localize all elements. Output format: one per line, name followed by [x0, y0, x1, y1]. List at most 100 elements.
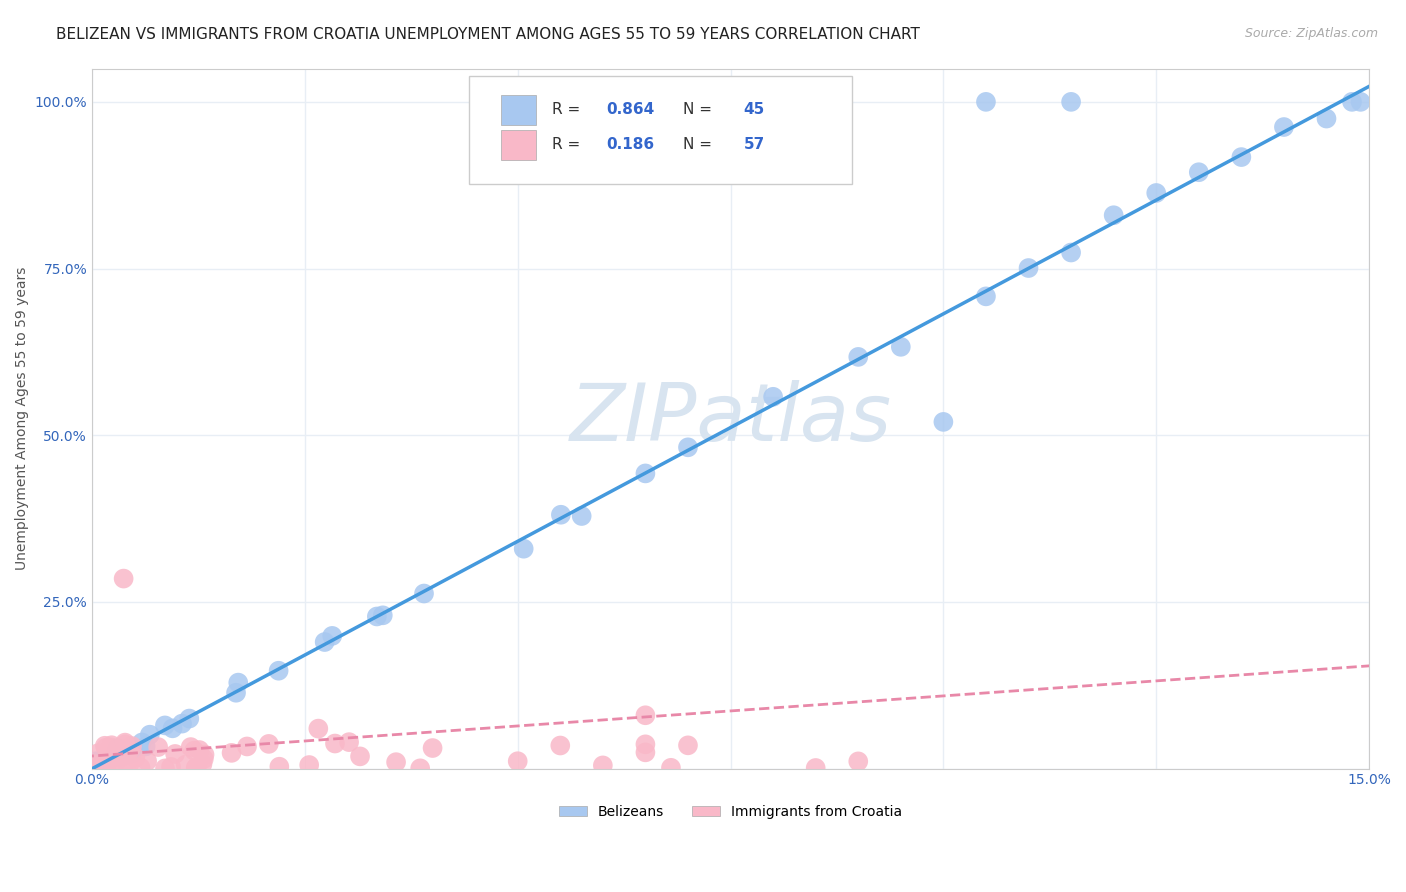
Text: R =: R =: [551, 137, 585, 153]
Point: [139, 728, 162, 742]
Point: [115, 754, 138, 768]
Point: [122, 740, 145, 755]
Y-axis label: Unemployment Among Ages 55 to 59 years: Unemployment Among Ages 55 to 59 years: [15, 267, 30, 570]
Point: [94, 739, 117, 753]
Point: [385, 755, 408, 769]
Point: [267, 664, 290, 678]
Point: [659, 761, 682, 775]
Point: [165, 747, 187, 761]
Point: [298, 758, 321, 772]
Point: [506, 754, 529, 768]
Point: [676, 440, 699, 454]
Point: [550, 508, 572, 522]
Point: [191, 757, 214, 772]
Point: [762, 390, 785, 404]
Point: [110, 749, 132, 764]
Point: [225, 686, 247, 700]
Point: [101, 756, 124, 770]
Point: [188, 743, 211, 757]
Text: 0.186: 0.186: [606, 137, 655, 153]
Point: [634, 467, 657, 481]
Point: [94, 758, 117, 772]
Point: [371, 608, 394, 623]
Point: [184, 761, 207, 775]
Point: [634, 745, 657, 759]
Point: [193, 752, 215, 766]
Point: [124, 750, 146, 764]
Point: [118, 744, 141, 758]
Legend: Belizeans, Immigrants from Croatia: Belizeans, Immigrants from Croatia: [554, 799, 907, 825]
Point: [103, 757, 125, 772]
Point: [974, 95, 997, 109]
Point: [1272, 120, 1295, 134]
Point: [236, 739, 259, 754]
Point: [100, 738, 122, 752]
Point: [121, 739, 143, 753]
Point: [114, 737, 136, 751]
Point: [87, 761, 110, 775]
Point: [162, 722, 184, 736]
FancyBboxPatch shape: [501, 130, 537, 160]
Point: [170, 716, 193, 731]
Point: [114, 736, 136, 750]
Point: [314, 635, 336, 649]
Point: [121, 747, 143, 761]
Point: [676, 739, 699, 753]
Point: [84, 760, 107, 774]
Point: [226, 675, 249, 690]
Point: [180, 740, 202, 755]
Point: [366, 609, 388, 624]
Point: [153, 718, 176, 732]
Point: [846, 755, 869, 769]
Point: [634, 737, 657, 751]
Point: [179, 712, 201, 726]
Point: [131, 735, 153, 749]
Point: [349, 749, 371, 764]
Point: [108, 749, 131, 764]
Text: BELIZEAN VS IMMIGRANTS FROM CROATIA UNEMPLOYMENT AMONG AGES 55 TO 59 YEARS CORRE: BELIZEAN VS IMMIGRANTS FROM CROATIA UNEM…: [56, 27, 920, 42]
Point: [107, 741, 129, 756]
Point: [221, 746, 243, 760]
Point: [269, 760, 291, 774]
Point: [1315, 112, 1337, 126]
Point: [321, 629, 343, 643]
Point: [804, 761, 827, 775]
Point: [96, 757, 118, 772]
Text: R =: R =: [551, 103, 585, 118]
Point: [118, 744, 141, 758]
Point: [136, 754, 159, 768]
Text: ZIPatlas: ZIPatlas: [569, 380, 891, 458]
Point: [413, 586, 436, 600]
Point: [512, 541, 534, 556]
Text: 0.864: 0.864: [606, 103, 655, 118]
Point: [100, 740, 122, 755]
Text: 45: 45: [744, 103, 765, 118]
Point: [337, 735, 360, 749]
Point: [634, 708, 657, 723]
Point: [118, 756, 141, 771]
Point: [307, 722, 329, 736]
Point: [153, 761, 176, 775]
Point: [186, 761, 208, 775]
Point: [146, 740, 169, 755]
Point: [1102, 208, 1125, 222]
Point: [890, 340, 912, 354]
Text: N =: N =: [683, 103, 717, 118]
Point: [107, 747, 129, 761]
Text: N =: N =: [683, 137, 717, 153]
Point: [257, 737, 280, 751]
Point: [174, 757, 197, 772]
Point: [1230, 150, 1253, 164]
FancyBboxPatch shape: [468, 76, 852, 184]
Point: [98, 747, 121, 762]
Point: [548, 739, 571, 753]
Point: [135, 739, 157, 754]
Point: [112, 572, 135, 586]
Point: [84, 754, 107, 768]
Point: [115, 747, 138, 762]
FancyBboxPatch shape: [501, 95, 537, 125]
Point: [83, 757, 105, 772]
Point: [129, 760, 152, 774]
Point: [409, 761, 432, 775]
Point: [1060, 245, 1083, 260]
